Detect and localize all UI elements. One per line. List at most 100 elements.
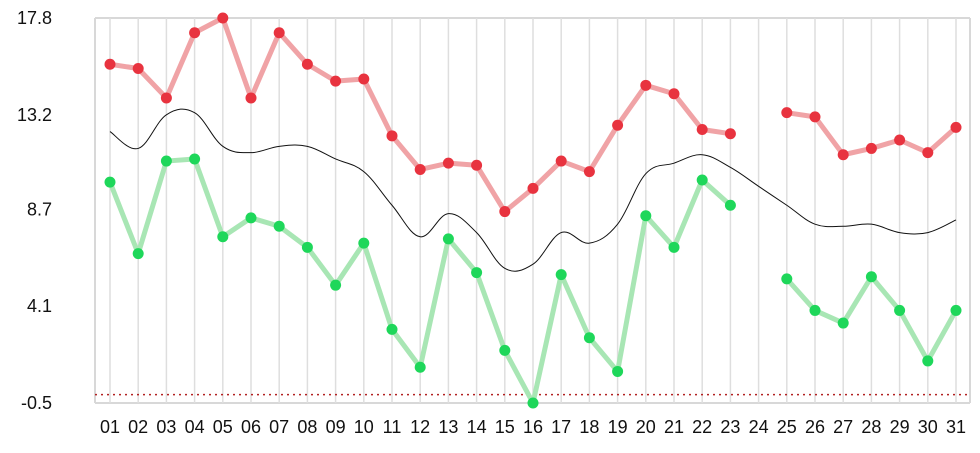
series-1-point [245,92,257,104]
series-2-point [555,269,567,281]
series-1-point [414,163,426,175]
series-2-point [245,212,257,224]
series-2-point [865,271,877,283]
series-2-point [781,273,793,285]
series-1-point [273,27,285,39]
series-2-point [724,199,736,211]
series-1-point [527,182,539,194]
x-tick-label: 23 [720,417,740,437]
x-tick-label: 03 [156,417,176,437]
series-1-point [809,111,821,123]
series-2-point [696,174,708,186]
series-2-point [442,233,454,245]
x-tick-label: 21 [664,417,684,437]
series-1-point [499,206,511,218]
series-2-point [668,241,680,253]
x-tick-label: 25 [777,417,797,437]
y-axis-ticks: 17.8 13.2 8.7 4.1 -0.5 [17,8,52,413]
series-1-point [612,119,624,131]
series-2-point [301,241,313,253]
series-1-point [724,128,736,140]
y-tick-label: 13.2 [17,105,52,125]
series-1-point [386,130,398,142]
series-2-point [132,248,144,260]
x-tick-label: 13 [438,417,458,437]
x-tick-label: 11 [383,417,402,437]
series-2-point [809,304,821,316]
x-tick-label: 08 [297,417,317,437]
series-1-point [583,166,595,178]
series-1-point [132,62,144,74]
x-tick-label: 01 [100,417,120,437]
series-1-point [330,75,342,87]
x-tick-label: 14 [467,417,487,437]
x-tick-label: 27 [833,417,853,437]
y-tick-label: 8.7 [27,199,52,219]
series-1-point [865,142,877,154]
x-axis-ticks: 01 02 03 04 05 06 07 08 09 10 11 12 13 14 15 16 17 18 19 20… [100,417,966,437]
y-tick-label: 4.1 [27,296,52,316]
x-tick-label: 26 [805,417,825,437]
series-points [104,12,962,409]
series-2-point [471,267,483,279]
x-tick-label: 16 [523,417,543,437]
series-1-point [160,92,172,104]
x-tick-label: 22 [692,417,712,437]
series-1-point [668,88,680,100]
series-2-point [612,365,624,377]
x-tick-label: 06 [241,417,261,437]
series-1-point [217,12,229,24]
x-tick-label: 17 [551,417,571,437]
series-1-point [442,157,454,169]
x-tick-label: 20 [636,417,656,437]
grid [94,17,971,404]
series-2-point [527,397,539,409]
x-tick-label: 31 [946,417,966,437]
series-1-point [555,155,567,167]
x-tick-label: 29 [890,417,910,437]
series-1-point [104,58,116,70]
series-1-point [894,134,906,146]
series-2-point [894,304,906,316]
x-tick-label: 04 [185,417,205,437]
series-2-point [160,155,172,167]
x-tick-label: 24 [749,417,769,437]
series-1-point [189,27,201,39]
x-tick-label: 07 [269,417,289,437]
series-2-point [640,210,652,222]
series-2-point [330,279,342,291]
series-2-point [386,323,398,335]
x-tick-label: 09 [326,417,346,437]
y-tick-label: 17.8 [17,8,52,28]
x-tick-label: 19 [608,417,628,437]
x-tick-label: 02 [128,417,148,437]
series-2-point [189,153,201,165]
series-2-point [414,361,426,373]
series-2-point [217,231,229,243]
series-line-3 [109,108,957,272]
series-1-point [640,79,652,91]
series-1-point [922,147,934,159]
series-1-point [358,73,370,85]
series-2-point [922,355,934,367]
series-1-point [301,58,313,70]
series-1-point [950,121,962,133]
x-tick-label: 05 [213,417,233,437]
series-2-point [950,304,962,316]
series-2-point [583,332,595,344]
series-2-point [499,344,511,356]
series-1-point [471,159,483,171]
series-2-point [837,317,849,329]
series-2-point [273,220,285,232]
x-tick-label: 30 [918,417,938,437]
series-1-point [781,107,793,119]
x-tick-label: 10 [354,417,374,437]
y-tick-label: -0.5 [21,393,52,413]
x-tick-label: 12 [410,417,430,437]
x-tick-label: 15 [495,417,515,437]
series-2-point [358,237,370,249]
x-tick-label: 18 [579,417,599,437]
series-1-point [837,149,849,161]
series-2-point [104,176,116,188]
